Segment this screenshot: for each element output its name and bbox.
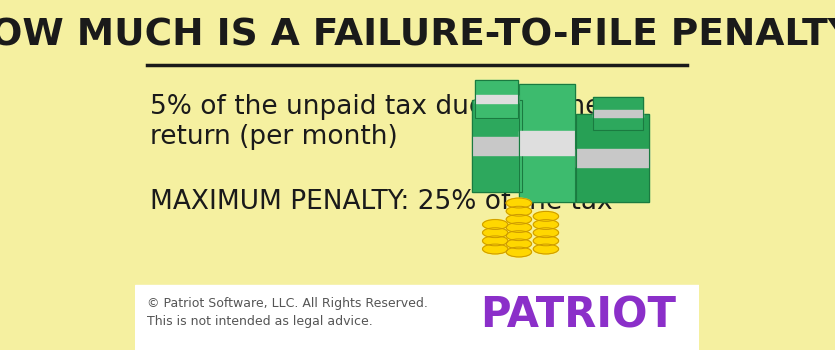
Text: 5% of the unpaid tax due with the: 5% of the unpaid tax due with the <box>149 94 601 120</box>
Ellipse shape <box>506 231 532 240</box>
Text: HOW MUCH IS A FAILURE-TO-FILE PENALTY?: HOW MUCH IS A FAILURE-TO-FILE PENALTY? <box>0 17 835 53</box>
Ellipse shape <box>534 211 559 221</box>
Bar <box>472 137 522 155</box>
Ellipse shape <box>534 244 559 254</box>
Bar <box>576 114 650 202</box>
Text: This is not intended as legal advice.: This is not intended as legal advice. <box>147 315 372 329</box>
Text: © Patriot Software, LLC. All Rights Reserved.: © Patriot Software, LLC. All Rights Rese… <box>147 296 428 309</box>
Bar <box>519 84 575 202</box>
Bar <box>475 80 519 118</box>
Ellipse shape <box>483 236 508 246</box>
Bar <box>576 114 650 202</box>
Bar <box>475 80 519 118</box>
Bar <box>475 95 519 103</box>
Ellipse shape <box>506 198 532 208</box>
Ellipse shape <box>506 247 532 257</box>
Bar <box>134 285 700 350</box>
Text: return (per month): return (per month) <box>149 124 397 150</box>
Ellipse shape <box>506 239 532 249</box>
Bar <box>576 149 650 167</box>
Ellipse shape <box>483 228 508 238</box>
Bar <box>593 97 643 130</box>
Bar <box>519 84 575 202</box>
Ellipse shape <box>534 236 559 246</box>
Ellipse shape <box>506 215 532 224</box>
Ellipse shape <box>534 219 559 230</box>
Bar <box>593 110 643 117</box>
Bar <box>472 100 522 192</box>
Bar <box>519 131 575 155</box>
Ellipse shape <box>506 223 532 232</box>
Ellipse shape <box>506 206 532 216</box>
Ellipse shape <box>483 244 508 254</box>
Ellipse shape <box>534 228 559 238</box>
Bar <box>472 100 522 192</box>
Bar <box>593 97 643 130</box>
Text: MAXIMUM PENALTY: 25% of the tax: MAXIMUM PENALTY: 25% of the tax <box>149 189 612 215</box>
Text: PATRIOT: PATRIOT <box>480 294 676 336</box>
Ellipse shape <box>483 219 508 230</box>
